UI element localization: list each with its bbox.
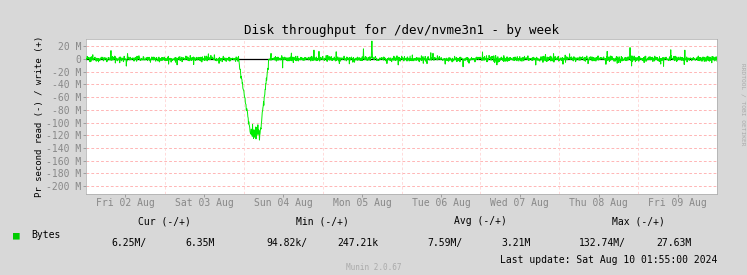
Text: Cur (-/+): Cur (-/+) (138, 216, 191, 226)
Text: 27.63M: 27.63M (656, 238, 692, 248)
Text: 7.59M/: 7.59M/ (427, 238, 462, 248)
Text: Min (-/+): Min (-/+) (296, 216, 349, 226)
Text: Bytes: Bytes (31, 230, 61, 240)
Text: RRDTOOL / TOBI OETIKER: RRDTOOL / TOBI OETIKER (740, 63, 746, 146)
Text: Munin 2.0.67: Munin 2.0.67 (346, 263, 401, 272)
Text: 132.74M/: 132.74M/ (579, 238, 626, 248)
Text: 94.82k/: 94.82k/ (267, 238, 308, 248)
Text: Avg (-/+): Avg (-/+) (454, 216, 507, 226)
Title: Disk throughput for /dev/nvme3n1 - by week: Disk throughput for /dev/nvme3n1 - by we… (244, 24, 559, 37)
Text: Max (-/+): Max (-/+) (612, 216, 665, 226)
Text: 247.21k: 247.21k (338, 238, 379, 248)
Text: 3.21M: 3.21M (501, 238, 530, 248)
Y-axis label: Pr second read (-) / write (+): Pr second read (-) / write (+) (34, 35, 44, 197)
Text: 6.25M/: 6.25M/ (111, 238, 147, 248)
Text: ■: ■ (13, 230, 20, 240)
Text: Last update: Sat Aug 10 01:55:00 2024: Last update: Sat Aug 10 01:55:00 2024 (500, 255, 717, 265)
Text: 6.35M: 6.35M (185, 238, 215, 248)
